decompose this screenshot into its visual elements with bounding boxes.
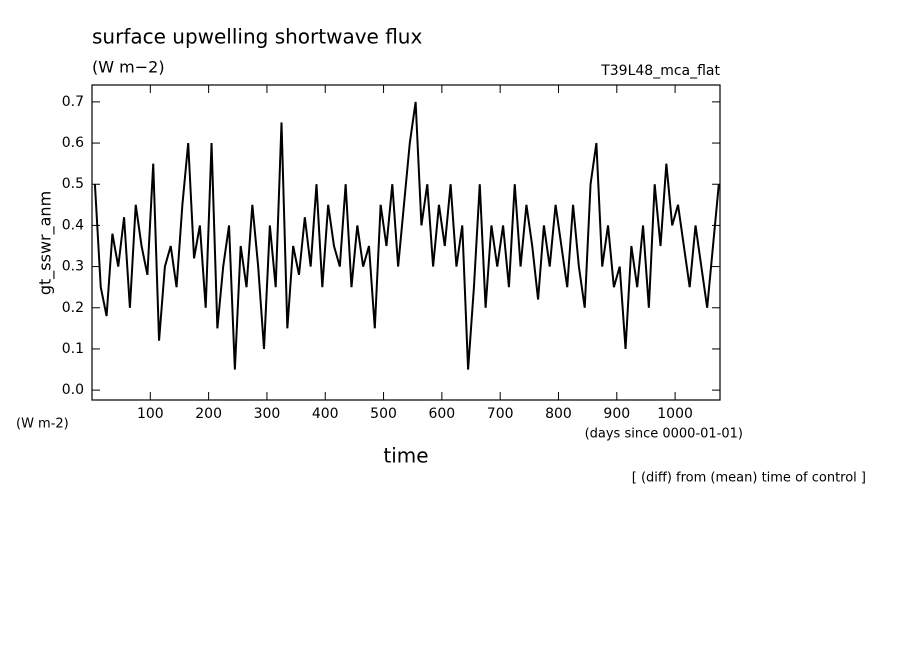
x-tick-label: 200 (195, 406, 222, 422)
data-line (93, 101, 720, 370)
y-tick-label: 0.4 (62, 217, 84, 233)
chart-subtitle: (W m−2) (92, 58, 165, 77)
x-units: (days since 0000-01-01) (585, 427, 743, 442)
y-tick-label: 0.1 (62, 341, 84, 357)
y-tick-label: 0.5 (62, 176, 84, 192)
x-tick-label: 300 (254, 406, 281, 422)
x-tick-label: 400 (312, 406, 339, 422)
y-units: (W m-2) (16, 417, 69, 432)
x-tick-label: 1000 (657, 406, 693, 422)
y-tick-label: 0.2 (62, 300, 84, 316)
x-tick-label: 100 (137, 406, 164, 422)
x-tick-label: 700 (487, 406, 514, 422)
y-tick-label: 0.3 (62, 259, 84, 275)
annotation: T39L48_mca_flat (600, 63, 720, 79)
chart-title: surface upwelling shortwave flux (92, 25, 422, 49)
plot-frame (91, 84, 721, 401)
x-axis-label: time (383, 444, 428, 468)
y-axis-label: gt_sswr_anm (36, 191, 56, 295)
x-tick-label: 600 (428, 406, 455, 422)
x-tick-label: 500 (370, 406, 397, 422)
y-tick-label: 0.0 (62, 382, 84, 398)
x-tick-label: 900 (603, 406, 630, 422)
x-tick-label: 800 (545, 406, 572, 422)
y-tick-label: 0.7 (62, 94, 84, 110)
y-tick-label: 0.6 (62, 135, 84, 151)
footnote: [ (diff) from (mean) time of control ] (632, 471, 866, 486)
